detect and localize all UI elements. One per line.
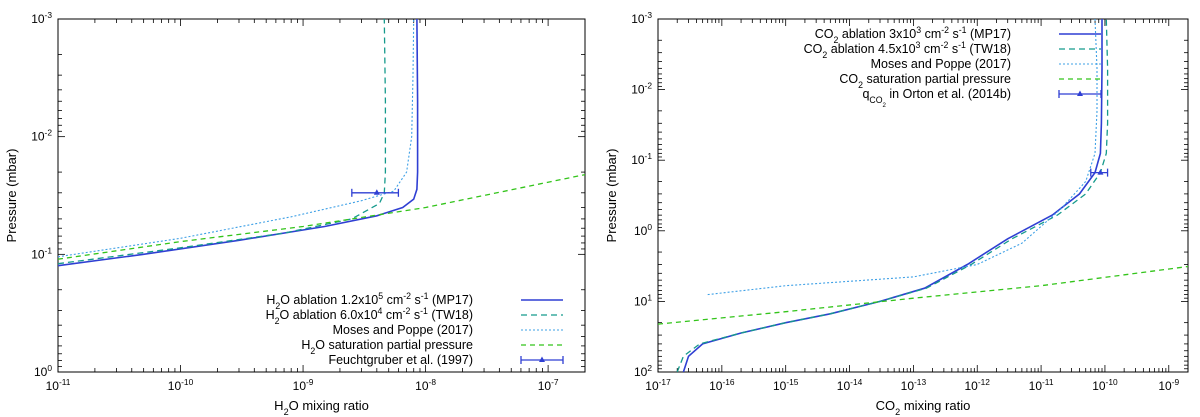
legend-label: Moses and Poppe (2017) xyxy=(871,57,1011,71)
x-tick-label: 10-7 xyxy=(538,377,559,393)
legend-label: H2O saturation partial pressure xyxy=(301,338,473,356)
chart-panel-2: 10-17 10-16 10-15 10-14 10-13 10-12 10-11 10-10… xyxy=(604,10,1189,417)
series-line-4 xyxy=(58,173,585,260)
x-tick-label: 10-10 xyxy=(168,377,194,393)
chart-panel-1: 10-11 10-10 10-9 10-8 10-7 10-3 10-2 10-1 100 H2O… xyxy=(4,10,586,417)
minor-ticks xyxy=(657,18,1189,373)
x-axis-title: H2O mixing ratio xyxy=(274,398,369,417)
series-line-2 xyxy=(676,19,1109,372)
y-tick-label: 10-1 xyxy=(31,245,52,261)
series-group xyxy=(658,19,1188,372)
series-line-2 xyxy=(58,19,387,265)
y-tick-label: 10-1 xyxy=(631,151,652,167)
y-tick-label: 102 xyxy=(634,363,652,379)
x-axis-title: CO2 mixing ratio xyxy=(876,398,971,417)
legend-label: CO2 saturation partial pressure xyxy=(839,72,1011,90)
y-tick-label: 100 xyxy=(34,363,52,379)
series-line-1 xyxy=(58,19,419,267)
plot-frame xyxy=(657,18,1189,373)
x-tick-label: 10-12 xyxy=(965,377,991,393)
x-tick-label: 10-17 xyxy=(645,377,671,393)
series-line-3 xyxy=(707,19,1098,296)
x-tick-label: 10-16 xyxy=(709,377,735,393)
legend-sample-marker xyxy=(539,356,545,362)
series-line-4 xyxy=(658,265,1188,325)
legend-label: H2O ablation 1.2x105 cm-2 s-1 (MP17) xyxy=(266,291,473,311)
legend-label: CO2 ablation 4.5x103 cm-2 s-1 (TW18) xyxy=(804,40,1011,60)
legend-label: qCO2 in Orton et al. (2014b) xyxy=(862,87,1011,109)
x-tick-label: 10-10 xyxy=(1092,377,1118,393)
errorbar-marker xyxy=(1097,169,1104,175)
errorbar-point xyxy=(1090,168,1109,177)
x-tick-label: 10-14 xyxy=(837,377,863,393)
series-group xyxy=(58,19,585,267)
series-line-3 xyxy=(58,19,415,258)
legend-sample-marker xyxy=(1077,90,1083,96)
legend: CO2 ablation 3x103 cm-2 s-1 (MP17)CO2 ab… xyxy=(804,25,1102,109)
errorbar-marker xyxy=(373,189,380,195)
x-tick-label: 10-9 xyxy=(1158,377,1179,393)
y-tick-label: 10-3 xyxy=(31,10,52,26)
y-tick-label: 100 xyxy=(634,222,652,238)
y-tick-label: 10-2 xyxy=(31,128,52,144)
y-tick-label: 10-2 xyxy=(631,81,652,97)
x-tick-label: 10-11 xyxy=(46,377,71,393)
legend-label: CO2 ablation 3x103 cm-2 s-1 (MP17) xyxy=(815,25,1011,45)
x-tick-label: 10-8 xyxy=(415,377,436,393)
x-tick-label: 10-15 xyxy=(773,377,799,393)
y-axis-title: Pressure (mbar) xyxy=(4,149,19,243)
legend-label: Moses and Poppe (2017) xyxy=(333,323,473,337)
legend-label: H2O ablation 6.0x104 cm-2 s-1 (TW18) xyxy=(266,306,473,326)
y-tick-label: 10-3 xyxy=(631,10,652,26)
series-line-1 xyxy=(682,19,1103,372)
x-tick-label: 10-13 xyxy=(901,377,927,393)
legend: H2O ablation 1.2x105 cm-2 s-1 (MP17)H2O … xyxy=(266,291,564,367)
plot-frame xyxy=(57,18,586,373)
legend-label: Feuchtgruber et al. (1997) xyxy=(328,353,473,367)
y-axis-title: Pressure (mbar) xyxy=(604,149,619,243)
errorbar-point xyxy=(351,188,400,197)
x-tick-label: 10-11 xyxy=(1029,377,1054,393)
y-tick-label: 101 xyxy=(634,292,652,308)
x-tick-label: 10-9 xyxy=(293,377,314,393)
